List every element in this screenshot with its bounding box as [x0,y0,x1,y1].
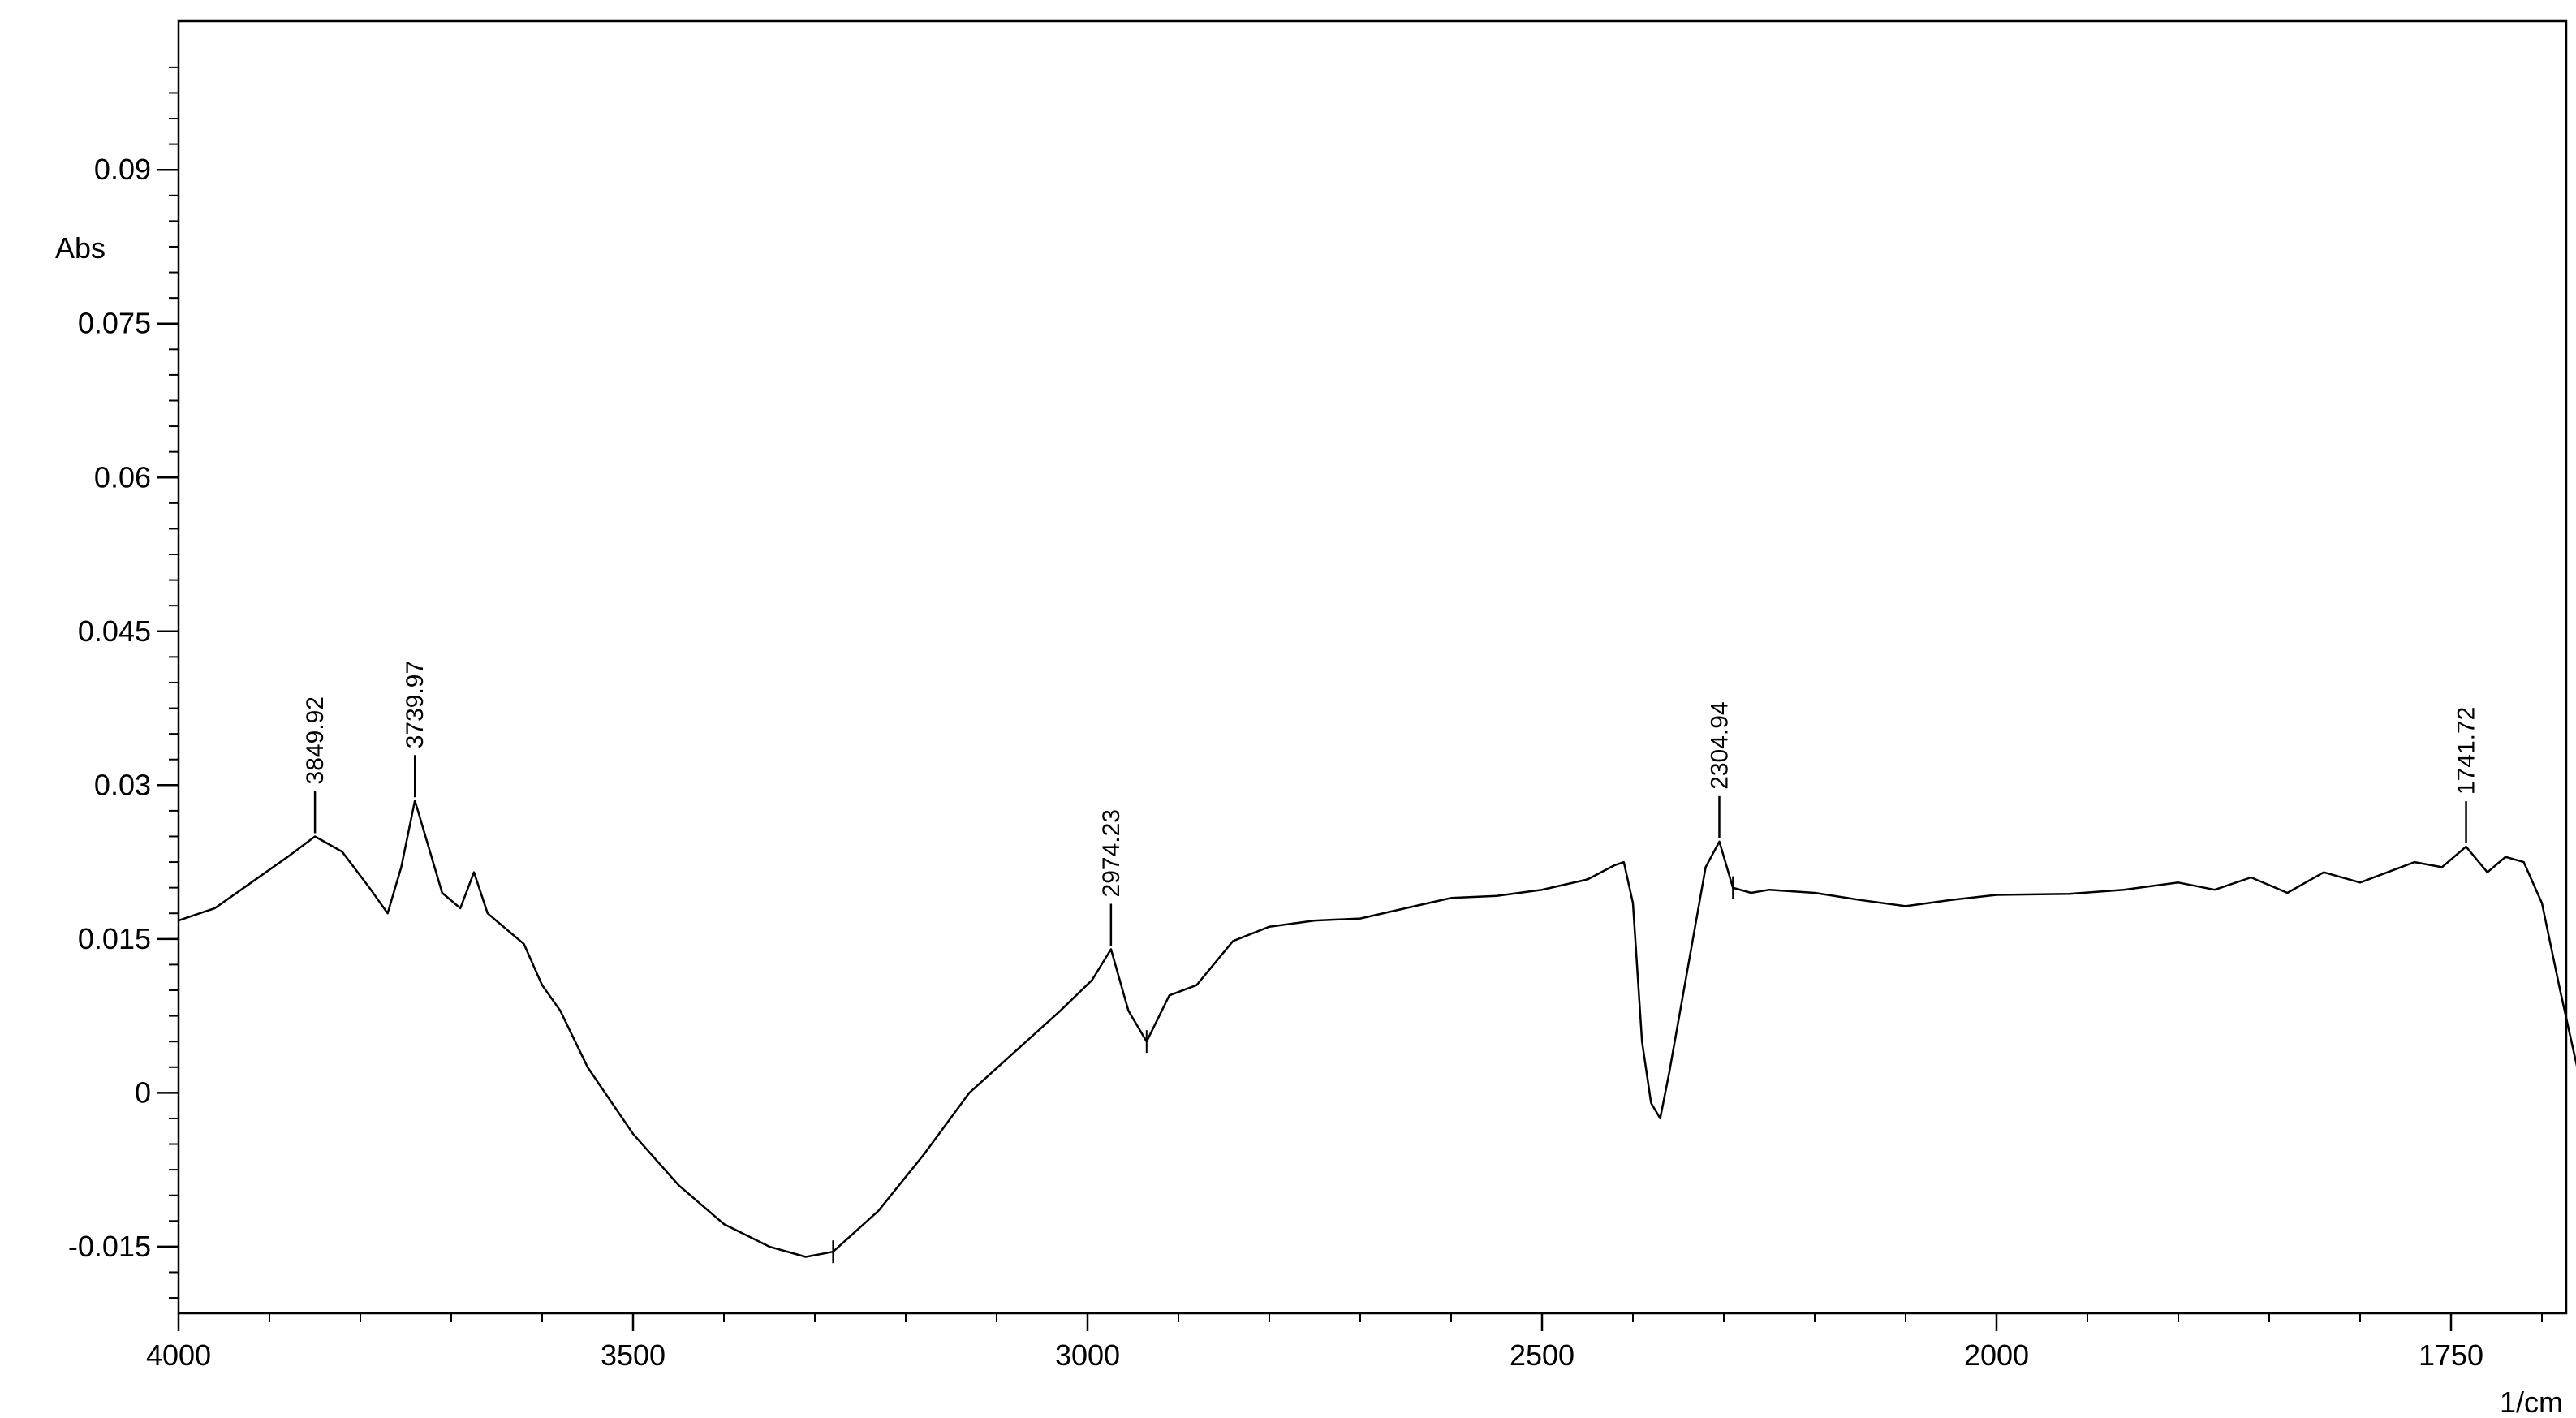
y-tick-label: 0.09 [94,153,151,186]
x-axis-title: 1/cm [2500,1386,2563,1418]
x-tick-label: 2500 [1510,1338,1574,1372]
x-tick-label: 2000 [1964,1338,2029,1372]
peak-label: 1741.72 [2453,707,2480,795]
plot-frame [177,19,2568,1315]
peak-label: 3849.92 [302,696,329,784]
x-tick-label: 3500 [601,1338,666,1372]
y-tick-label: 0.015 [78,922,151,955]
y-tick-label: 0.075 [78,307,151,340]
baseline-markers [832,876,1734,1264]
spectrum-line [178,800,2576,1258]
peak-label: 2304.94 [1706,701,1733,789]
x-tick-label: 3000 [1055,1338,1120,1372]
x-tick-label: 1750 [2419,1338,2483,1372]
peak-label: 2974.23 [1098,809,1125,897]
x-axis: 4000350030002500200017501500125010007505… [146,1313,2543,1372]
y-tick-label: 0.045 [78,614,151,648]
y-tick-label: 0.03 [94,768,151,801]
peak-label: 3739.97 [402,661,429,748]
peak-annotations: 3849.923739.972974.232304.941741.721502.… [302,661,2480,946]
y-tick-label: -0.015 [68,1230,151,1263]
y-tick-label: 0 [135,1075,151,1109]
x-tick-label: 4000 [146,1338,211,1372]
y-axis: 0.09 0.075 0.06 0.045 0.03 0.015 0 -0.015 [68,66,179,1299]
y-tick-label: 0.06 [94,460,151,493]
y-axis-title: Abs [55,231,106,265]
